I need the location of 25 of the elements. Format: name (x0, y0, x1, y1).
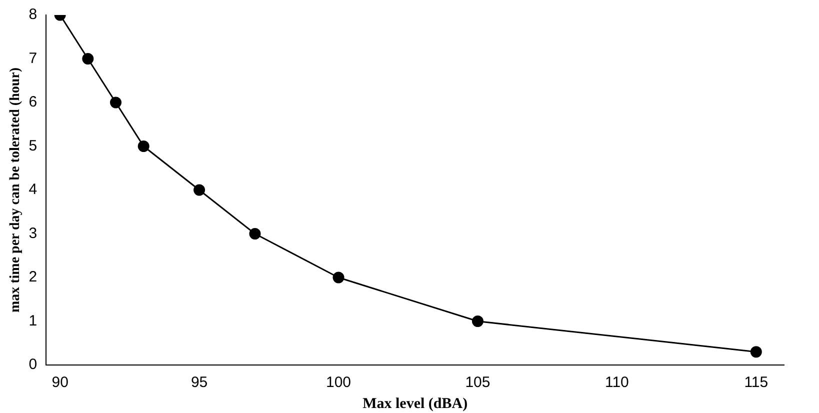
x-tick-label: 90 (52, 374, 68, 392)
x-tick-label: 100 (326, 374, 352, 392)
point (194, 184, 206, 196)
x-axis-title: Max level (dBA) (362, 396, 468, 412)
point (750, 346, 762, 358)
y-tick-label: 2 (28, 268, 38, 286)
y-tick-label: 8 (28, 6, 38, 24)
point (472, 316, 484, 327)
point (110, 96, 122, 108)
y-tick-label: 4 (28, 181, 38, 198)
x-tick-label: 105 (465, 374, 490, 392)
point (138, 140, 150, 152)
y-tick-label: 6 (28, 94, 38, 111)
y-axis-title: max time per day can be tolerated (hour) (8, 67, 24, 313)
y-tick-label: 5 (28, 137, 38, 154)
x-tick-label: 115 (744, 374, 768, 392)
x-tick-label: 95 (190, 374, 208, 392)
y-tick-label: 0 (28, 356, 38, 374)
y-tick-label: 1 (28, 312, 38, 330)
point (82, 53, 94, 64)
y-tick-label: 3 (28, 224, 38, 242)
y-tick-label: 7 (28, 50, 38, 67)
point (332, 272, 344, 284)
x-tick-label: 110 (604, 374, 629, 392)
point (249, 228, 261, 240)
